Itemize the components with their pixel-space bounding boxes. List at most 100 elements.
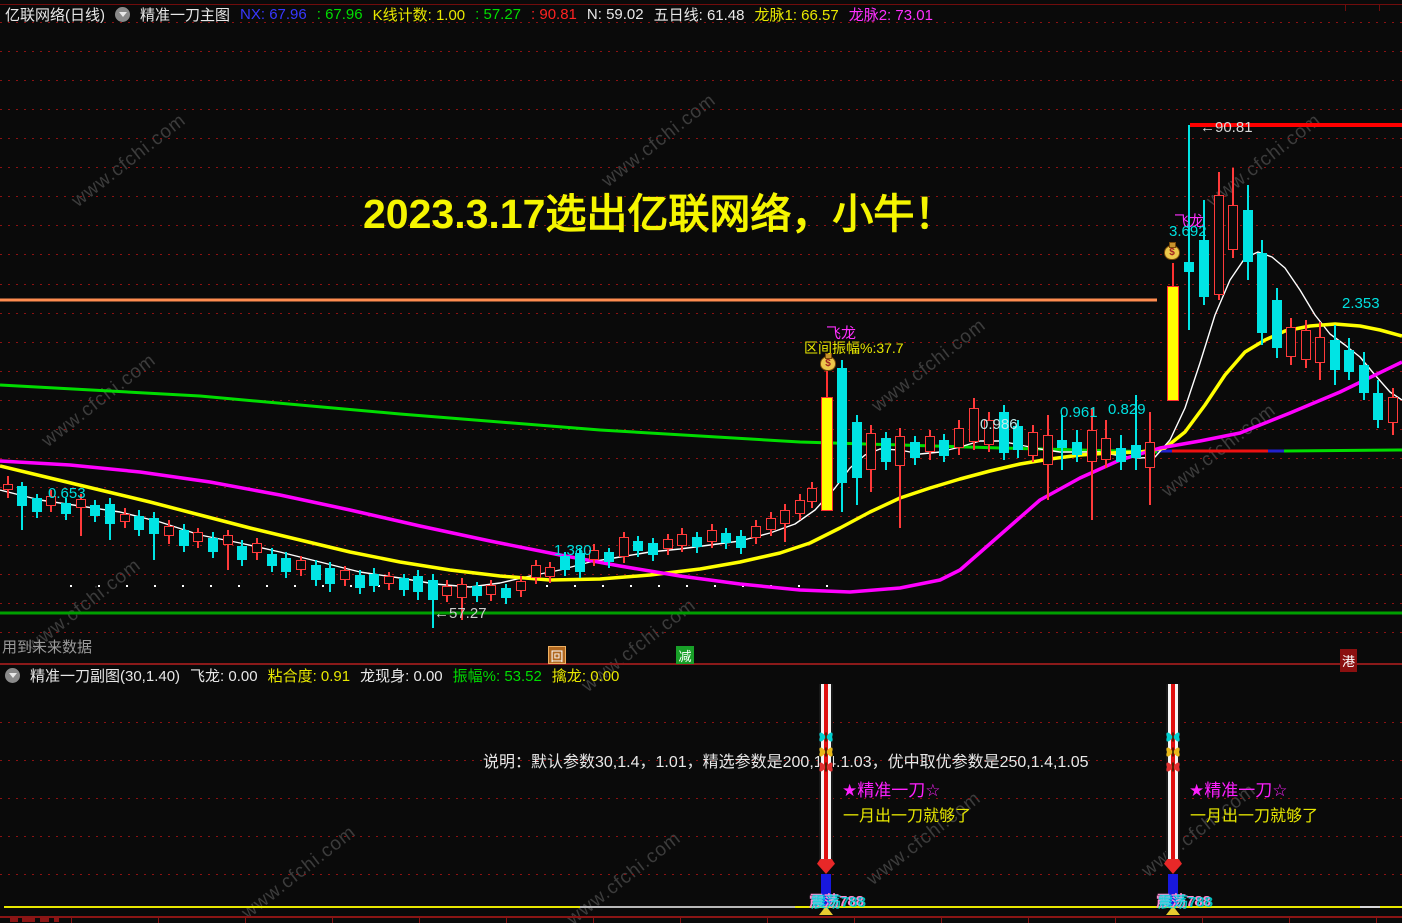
value-longmai1: 龙脉1: 66.57 <box>754 6 839 24</box>
axis-tick <box>158 918 159 923</box>
candle <box>1315 337 1325 363</box>
candle-wick <box>227 530 229 570</box>
price-label: 0.829 <box>1108 401 1146 418</box>
main-indicator-name: 精准一刀主图 <box>140 6 231 24</box>
value-zhenfu: 振幅%: 53.52 <box>452 667 542 685</box>
sub-gridline <box>0 836 1402 837</box>
main-gridline <box>0 312 1402 314</box>
axis-tick <box>245 918 246 923</box>
blue-signal-bar <box>1168 874 1178 907</box>
main-gridline <box>0 341 1402 343</box>
candle <box>677 534 687 546</box>
marker-hui[interactable]: 回 <box>548 646 566 664</box>
candle-wick <box>461 578 463 620</box>
axis-corner-mark <box>10 918 18 922</box>
candle <box>3 484 13 490</box>
main-gridline <box>0 109 1402 111</box>
value-red: : 90.81 <box>531 5 577 23</box>
candle <box>1301 330 1311 360</box>
candle <box>1257 253 1267 333</box>
candle <box>619 537 629 557</box>
candle <box>736 536 746 548</box>
axis-corner-mark <box>54 918 59 922</box>
signal-striped-bar <box>819 684 833 862</box>
butterfly-icon <box>1165 730 1181 744</box>
price-label: 1.380 <box>554 542 592 559</box>
main-gridline <box>0 603 1402 605</box>
candle <box>633 541 643 551</box>
main-gridline <box>0 574 1402 576</box>
candle <box>1214 195 1224 295</box>
main-gridline <box>0 80 1402 82</box>
candle <box>1101 438 1111 460</box>
marker-gang[interactable]: 港 <box>1340 649 1357 672</box>
candle <box>281 558 291 572</box>
candle <box>895 436 905 466</box>
candle <box>267 554 277 566</box>
axis-segment <box>1360 906 1380 908</box>
value-longxianshen: 龙现身: 0.00 <box>360 667 443 685</box>
axis-tick <box>419 918 420 923</box>
candle <box>237 546 247 560</box>
axis-tick <box>71 918 72 923</box>
candle <box>311 565 321 580</box>
candle-wick <box>899 428 901 528</box>
candle <box>795 500 805 514</box>
signal-striped-bar <box>1166 684 1180 862</box>
candle <box>1145 442 1155 468</box>
main-gridline <box>0 167 1402 169</box>
main-gridline <box>0 370 1402 372</box>
candle <box>1013 426 1023 450</box>
axis-corner-mark <box>40 918 49 922</box>
value-nianhedu: 粘合度: 0.91 <box>267 667 351 685</box>
signal-name-text: ★精准一刀☆ <box>842 781 941 800</box>
value-nx: NX: 67.96 <box>240 5 307 23</box>
candle <box>399 578 409 590</box>
candle <box>223 535 233 545</box>
yellow-triangle-icon <box>819 906 833 915</box>
candle <box>252 543 262 553</box>
main-indicator-dropdown-icon[interactable] <box>115 6 130 22</box>
marker-jian[interactable]: 减 <box>676 646 694 664</box>
signal-slogan-text: 一月出一刀就够了 <box>843 808 972 825</box>
candle-wick <box>21 482 23 530</box>
butterfly-icon <box>1165 745 1181 759</box>
candle <box>531 565 541 578</box>
overlap-signal-text: 震荡788 <box>1158 894 1214 911</box>
main-gridline <box>0 428 1402 430</box>
candle <box>1330 340 1340 370</box>
main-gridline <box>0 457 1402 459</box>
price-label: 0.986 <box>980 416 1018 433</box>
sub-indicator-dropdown-icon[interactable] <box>5 667 20 683</box>
axis-tick <box>506 918 507 923</box>
value-green-2: : 57.27 <box>475 5 522 23</box>
value-green-1: : 67.96 <box>316 5 363 23</box>
candle <box>648 543 658 555</box>
candle <box>1359 365 1369 393</box>
candle <box>76 499 86 508</box>
axis-segment <box>795 906 1360 908</box>
candle <box>780 510 790 524</box>
parameter-note: 说明：默认参数30,1.4，1.01，精选参数是200,1.4.1.03，优中取… <box>483 754 1089 771</box>
candle <box>413 576 423 592</box>
butterfly-icon <box>818 730 834 744</box>
candle <box>179 530 189 546</box>
top-border-line <box>0 4 1402 5</box>
main-gridline <box>0 51 1402 53</box>
candle <box>751 526 761 538</box>
axis-segment <box>580 906 795 908</box>
chart-annotation-title: 2023.3.17选出亿联网络，小牛！ <box>363 191 956 237</box>
candle <box>46 496 56 506</box>
price-label: 2.353 <box>1342 295 1380 312</box>
candle <box>1286 327 1296 357</box>
candle <box>193 532 203 542</box>
value-n: N: 59.02 <box>586 5 644 23</box>
candle <box>120 514 130 522</box>
axis-tick <box>767 918 768 923</box>
candle-wick <box>80 494 82 536</box>
candle <box>766 518 776 530</box>
main-gridline <box>0 225 1402 227</box>
signal-slogan-text: 一月出一刀就够了 <box>1190 808 1319 825</box>
main-gridline <box>0 138 1402 140</box>
candle-wick <box>432 574 434 628</box>
